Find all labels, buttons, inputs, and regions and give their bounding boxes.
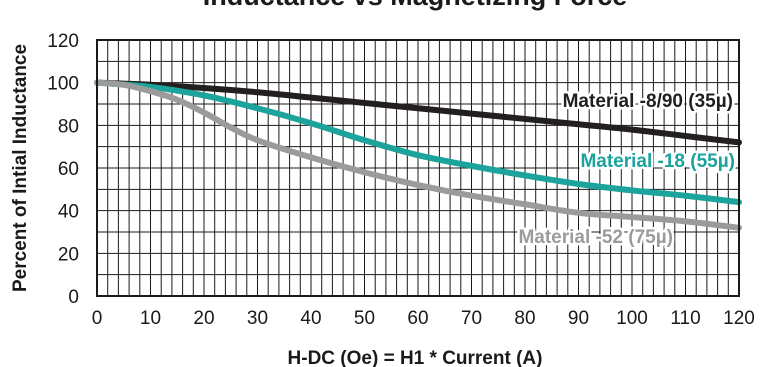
- x-axis-label: H-DC (Oe) = H1 * Current (A): [288, 348, 543, 367]
- x-tick-label: 10: [140, 308, 161, 329]
- series-label-material-8-90: Material -8/90 (35µ): [563, 91, 733, 112]
- x-tick-label: 90: [568, 308, 589, 329]
- y-tick-label: 80: [58, 116, 79, 137]
- x-tick-labels: 0 10 20 30 40 50 60 70 80 90 100 110 120: [92, 308, 755, 329]
- series-label-material-52: Material -52 (75µ): [518, 227, 673, 248]
- x-tick-label: 80: [514, 308, 535, 329]
- y-tick-label: 100: [47, 74, 79, 95]
- x-tick-label: 100: [616, 308, 648, 329]
- x-tick-label: 110: [670, 308, 700, 329]
- x-tick-label: 40: [300, 308, 321, 329]
- x-tick-label: 120: [723, 308, 755, 329]
- y-tick-labels: 0 20 40 60 80 100 120: [47, 31, 79, 308]
- y-tick-label: 20: [58, 244, 79, 265]
- series-line-material-52: [94, 79, 742, 231]
- series-lines: [94, 79, 742, 231]
- x-tick-label: 60: [407, 308, 428, 329]
- y-axis-label: Percent of Intial Inductance: [10, 44, 31, 292]
- y-tick-label: 40: [58, 202, 79, 223]
- x-tick-label: 70: [461, 308, 482, 329]
- series-labels: Material -8/90 (35µ) Material -18 (55µ) Ma…: [516, 89, 738, 251]
- chart-title: Inductance vs Magnetizing Force: [203, 0, 628, 11]
- series-line-material-8-90: [94, 79, 742, 146]
- series-line-material-18: [94, 79, 742, 206]
- x-tick-label: 0: [92, 308, 103, 329]
- x-tick-label: 20: [193, 308, 214, 329]
- x-tick-label: 50: [354, 308, 375, 329]
- y-tick-label: 120: [47, 31, 79, 52]
- plot-frame: [96, 39, 740, 297]
- x-tick-label: 30: [247, 308, 268, 329]
- series-label-material-18: Material -18 (55µ): [580, 151, 735, 172]
- y-tick-label: 60: [58, 159, 79, 180]
- y-tick-label: 0: [68, 287, 79, 308]
